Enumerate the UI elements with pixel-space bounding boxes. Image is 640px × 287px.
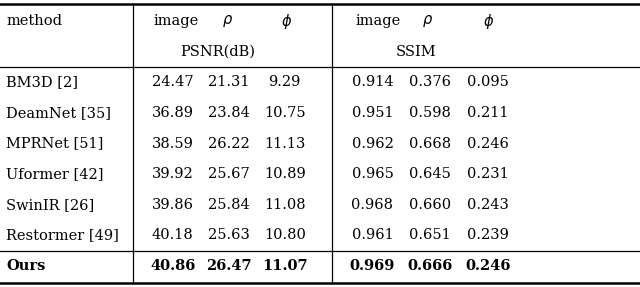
Text: BM3D [2]: BM3D [2] <box>6 75 79 89</box>
Text: 11.13: 11.13 <box>264 137 305 150</box>
Text: 0.239: 0.239 <box>467 228 509 242</box>
Text: 0.246: 0.246 <box>467 137 509 150</box>
Text: 23.84: 23.84 <box>208 106 250 120</box>
Text: 0.246: 0.246 <box>465 259 511 273</box>
Text: 10.75: 10.75 <box>264 106 306 120</box>
Text: 0.598: 0.598 <box>409 106 451 120</box>
Text: 0.951: 0.951 <box>351 106 394 120</box>
Text: 0.231: 0.231 <box>467 167 509 181</box>
Text: 24.47: 24.47 <box>152 75 194 89</box>
Text: 25.67: 25.67 <box>208 167 250 181</box>
Text: Restormer [49]: Restormer [49] <box>6 228 119 242</box>
Text: SSIM: SSIM <box>396 45 436 59</box>
Text: $\rho$: $\rho$ <box>422 13 433 29</box>
Text: 39.86: 39.86 <box>152 198 194 212</box>
Text: 40.18: 40.18 <box>152 228 194 242</box>
Text: 10.89: 10.89 <box>264 167 306 181</box>
Text: DeamNet [35]: DeamNet [35] <box>6 106 111 120</box>
Text: 26.47: 26.47 <box>206 259 252 273</box>
Text: 0.961: 0.961 <box>351 228 394 242</box>
Text: 9.29: 9.29 <box>269 75 301 89</box>
Text: $\phi$: $\phi$ <box>483 11 494 30</box>
Text: 0.968: 0.968 <box>351 198 394 212</box>
Text: 11.07: 11.07 <box>262 259 308 273</box>
Text: 25.84: 25.84 <box>208 198 250 212</box>
Text: 21.31: 21.31 <box>209 75 250 89</box>
Text: 0.645: 0.645 <box>409 167 451 181</box>
Text: 0.243: 0.243 <box>467 198 509 212</box>
Text: 36.89: 36.89 <box>152 106 194 120</box>
Text: image: image <box>154 14 199 28</box>
Text: 25.63: 25.63 <box>208 228 250 242</box>
Text: 0.914: 0.914 <box>351 75 394 89</box>
Text: 26.22: 26.22 <box>208 137 250 150</box>
Text: 0.211: 0.211 <box>467 106 508 120</box>
Text: image: image <box>355 14 401 28</box>
Text: method: method <box>6 14 63 28</box>
Text: Ours: Ours <box>6 259 46 273</box>
Text: 0.651: 0.651 <box>409 228 451 242</box>
Text: $\rho$: $\rho$ <box>221 13 233 29</box>
Text: 0.965: 0.965 <box>351 167 394 181</box>
Text: 11.08: 11.08 <box>264 198 306 212</box>
Text: 40.86: 40.86 <box>150 259 195 273</box>
Text: 0.962: 0.962 <box>351 137 394 150</box>
Text: PSNR(dB): PSNR(dB) <box>180 45 255 59</box>
Text: Uformer [42]: Uformer [42] <box>6 167 104 181</box>
Text: 0.376: 0.376 <box>409 75 451 89</box>
Text: 38.59: 38.59 <box>152 137 194 150</box>
Text: 0.095: 0.095 <box>467 75 509 89</box>
Text: 0.660: 0.660 <box>409 198 451 212</box>
Text: 0.668: 0.668 <box>409 137 451 150</box>
Text: MPRNet [51]: MPRNet [51] <box>6 137 104 150</box>
Text: 39.92: 39.92 <box>152 167 194 181</box>
Text: 0.969: 0.969 <box>350 259 395 273</box>
Text: 0.666: 0.666 <box>408 259 452 273</box>
Text: 10.80: 10.80 <box>264 228 306 242</box>
Text: SwinIR [26]: SwinIR [26] <box>6 198 95 212</box>
Text: $\phi$: $\phi$ <box>281 11 292 30</box>
